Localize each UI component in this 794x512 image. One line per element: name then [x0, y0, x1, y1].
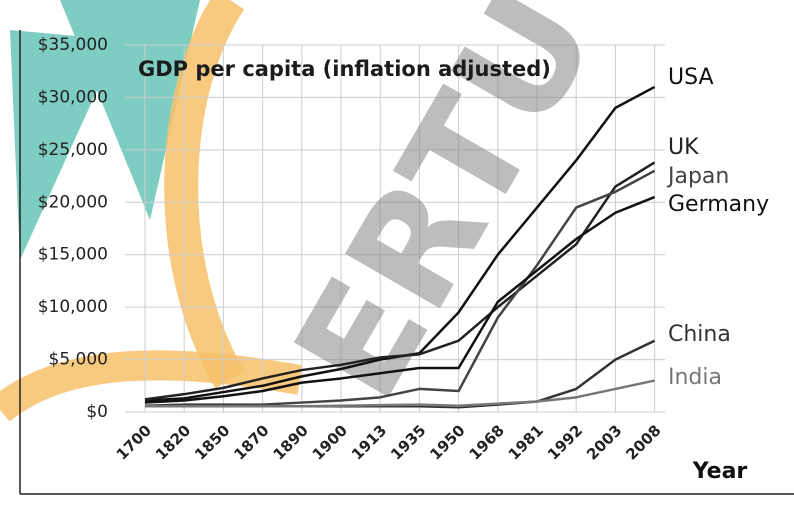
series-label: China [668, 322, 731, 347]
series-label: Japan [666, 164, 729, 189]
y-tick-label: $30,000 [38, 87, 108, 107]
x-tick-label: 1900 [309, 421, 351, 463]
x-tick-label: 1870 [230, 421, 272, 463]
x-tick-label: 1700 [113, 421, 155, 463]
x-tick-label: 1890 [270, 421, 312, 463]
x-axis-label: Year [692, 459, 748, 484]
y-tick-label: $0 [86, 402, 108, 422]
x-tick-label: 1820 [152, 421, 194, 463]
chart: ERTU GDP per capita (inflation adjusted)… [0, 0, 794, 512]
x-tick-label: 1850 [191, 421, 233, 463]
x-tick-label: 1992 [544, 421, 586, 463]
y-tick-label: $10,000 [38, 297, 108, 317]
y-tick-label: $5,000 [49, 350, 108, 370]
series-label: India [668, 365, 722, 390]
series-label: USA [668, 65, 714, 90]
x-tick-label: 1968 [466, 421, 508, 463]
chart-title: GDP per capita (inflation adjusted) [138, 57, 551, 81]
y-tick-label: $15,000 [38, 245, 108, 265]
x-tick-label: 1913 [348, 421, 390, 463]
x-tick-label: 2008 [622, 421, 664, 463]
x-tick-label: 1935 [387, 421, 429, 463]
y-tick-label: $35,000 [38, 35, 108, 55]
y-tick-label: $20,000 [38, 192, 108, 212]
x-tick-label: 1950 [426, 421, 468, 463]
y-tick-label: $25,000 [38, 140, 108, 160]
series-label: UK [668, 135, 699, 160]
x-tick-label: 2003 [583, 421, 625, 463]
x-tick-label: 1981 [505, 421, 547, 463]
series-label: Germany [668, 192, 769, 217]
